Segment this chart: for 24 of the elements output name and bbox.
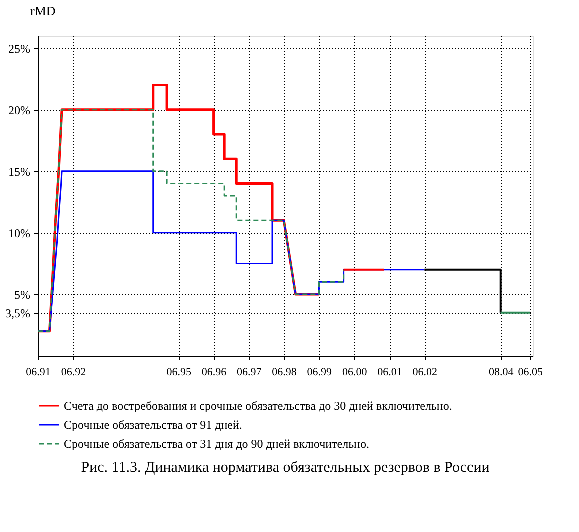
y-tick-label: 3,5% xyxy=(6,306,30,320)
text: Рис. 11.3. Динамика норматива обязательных резервов в России xyxy=(81,460,490,476)
x-tick-label: 06.98 xyxy=(272,366,298,378)
legend-label: Счета до востребования и срочные обязательства до 30 дней включительно. xyxy=(64,399,452,413)
x-tick-label: 06.96 xyxy=(202,366,228,378)
x-tick-label: 06.05 xyxy=(518,366,544,378)
y-tick-label: 15% xyxy=(8,164,30,179)
x-tick-label: 06.02 xyxy=(412,366,438,378)
x-tick-label: 06.99 xyxy=(307,366,333,378)
y-tick-label: 20% xyxy=(8,103,30,118)
x-tick-label: 06.95 xyxy=(166,366,192,378)
x-tick-label: 06.92 xyxy=(61,366,86,378)
y-tick-label: 25% xyxy=(8,42,30,56)
y-axis-title: rMD xyxy=(30,4,56,18)
x-tick-label: 08.04 xyxy=(488,366,514,378)
y-tick-label: 10% xyxy=(8,226,30,240)
y-tick-label: 5% xyxy=(14,288,30,302)
x-tick-label: 06.97 xyxy=(237,366,262,378)
x-tick-label: 06.01 xyxy=(378,366,402,378)
line-series xyxy=(37,109,345,332)
x-tick-label: 06.00 xyxy=(342,366,368,378)
legend-label: Срочные обязательства от 31 дня до 90 дней включительно. xyxy=(64,437,370,451)
legend-label: Срочные обязательства от 91 дней. xyxy=(64,418,242,432)
x-tick-label: 06.91 xyxy=(26,366,51,378)
